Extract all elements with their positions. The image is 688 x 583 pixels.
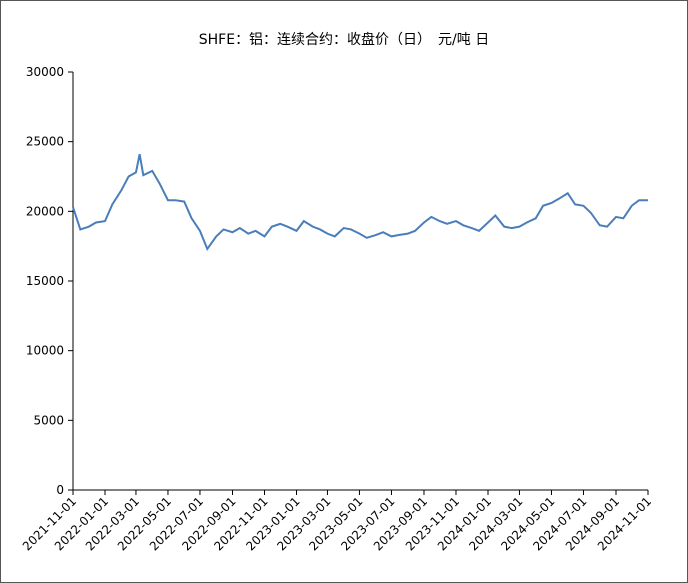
y-tick-label: 5000 bbox=[33, 413, 64, 427]
y-tick-label: 15000 bbox=[26, 274, 64, 288]
y-tick-label: 0 bbox=[56, 483, 64, 497]
y-tick-label: 20000 bbox=[26, 204, 64, 218]
chart-title: SHFE：铝：连续合约：收盘价（日） 元/吨 日 bbox=[199, 31, 489, 48]
y-tick-label: 10000 bbox=[26, 344, 64, 358]
y-tick-label: 30000 bbox=[26, 65, 64, 79]
price-line bbox=[72, 154, 648, 252]
y-tick-label: 25000 bbox=[26, 135, 64, 149]
